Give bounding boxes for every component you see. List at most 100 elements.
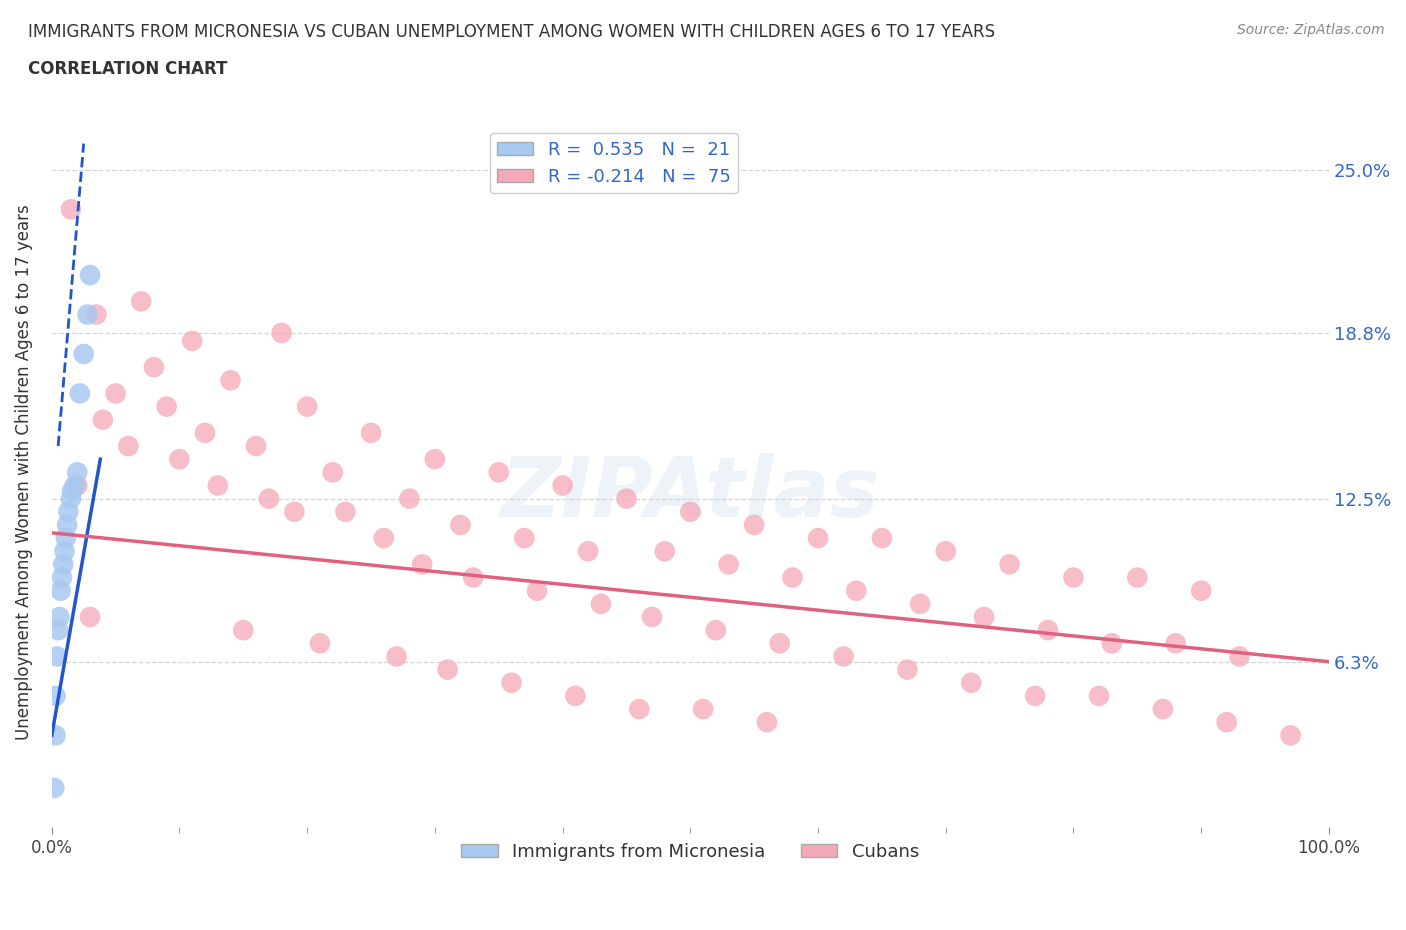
Point [1279,728,1302,743]
Point [1101,636,1123,651]
Point [501,675,523,690]
Point [782,570,804,585]
Point [49,583,72,598]
Point [52,557,75,572]
Point [1126,570,1149,585]
Point [423,452,446,467]
Point [769,636,792,651]
Point [59,491,82,506]
Point [679,504,702,519]
Point [1215,715,1237,730]
Point [55,531,77,546]
Point [79,268,101,283]
Point [1088,688,1111,703]
Point [436,662,458,677]
Point [463,570,485,585]
Point [44,780,66,795]
Point [1024,688,1046,703]
Point [283,504,305,519]
Point [641,609,664,624]
Point [48,609,70,624]
Point [45,728,67,743]
Point [742,517,765,532]
Point [194,425,217,440]
Point [935,544,957,559]
Point [73,347,96,362]
Text: IMMIGRANTS FROM MICRONESIA VS CUBAN UNEMPLOYMENT AMONG WOMEN WITH CHILDREN AGES : IMMIGRANTS FROM MICRONESIA VS CUBAN UNEM… [28,23,995,41]
Point [322,465,344,480]
Point [896,662,918,677]
Point [219,373,242,388]
Point [845,583,868,598]
Point [56,517,79,532]
Point [79,609,101,624]
Point [1229,649,1251,664]
Point [589,596,612,611]
Point [576,544,599,559]
Point [870,531,893,546]
Point [181,334,204,349]
Point [360,425,382,440]
Point [385,649,408,664]
Point [232,623,254,638]
Point [411,557,433,572]
Point [1152,701,1174,716]
Point [755,715,778,730]
Point [832,649,855,664]
Point [129,294,152,309]
Point [45,688,67,703]
Point [309,636,332,651]
Point [526,583,548,598]
Point [104,386,127,401]
Point [142,360,165,375]
Point [86,307,108,322]
Point [1062,570,1084,585]
Point [156,399,179,414]
Point [207,478,229,493]
Point [60,484,83,498]
Point [45,649,67,664]
Point [807,531,830,546]
Point [76,307,98,322]
Point [704,623,727,638]
Point [692,701,714,716]
Point [335,504,357,519]
Point [998,557,1021,572]
Point [1036,623,1059,638]
Point [398,491,420,506]
Point [449,517,471,532]
Point [717,557,740,572]
Point [69,386,91,401]
Point [628,701,651,716]
Point [245,439,267,454]
Point [654,544,676,559]
Point [53,544,76,559]
Point [488,465,510,480]
Point [46,623,69,638]
Point [117,439,139,454]
Point [169,452,191,467]
Point [51,570,73,585]
Point [373,531,395,546]
Point [513,531,536,546]
Point [1164,636,1187,651]
Point [616,491,638,506]
Point [257,491,280,506]
Text: ZIPAtlas: ZIPAtlas [501,453,880,534]
Point [66,465,89,480]
Point [66,478,89,493]
Point [270,326,292,340]
Point [908,596,931,611]
Y-axis label: Unemployment Among Women with Children Ages 6 to 17 years: Unemployment Among Women with Children A… [15,205,32,740]
Point [1189,583,1212,598]
Point [564,688,586,703]
Legend: Immigrants from Micronesia, Cubans: Immigrants from Micronesia, Cubans [454,836,927,868]
Point [58,504,80,519]
Point [973,609,995,624]
Point [551,478,574,493]
Text: Source: ZipAtlas.com: Source: ZipAtlas.com [1237,23,1385,37]
Point [960,675,983,690]
Point [63,478,86,493]
Point [295,399,318,414]
Point [59,202,82,217]
